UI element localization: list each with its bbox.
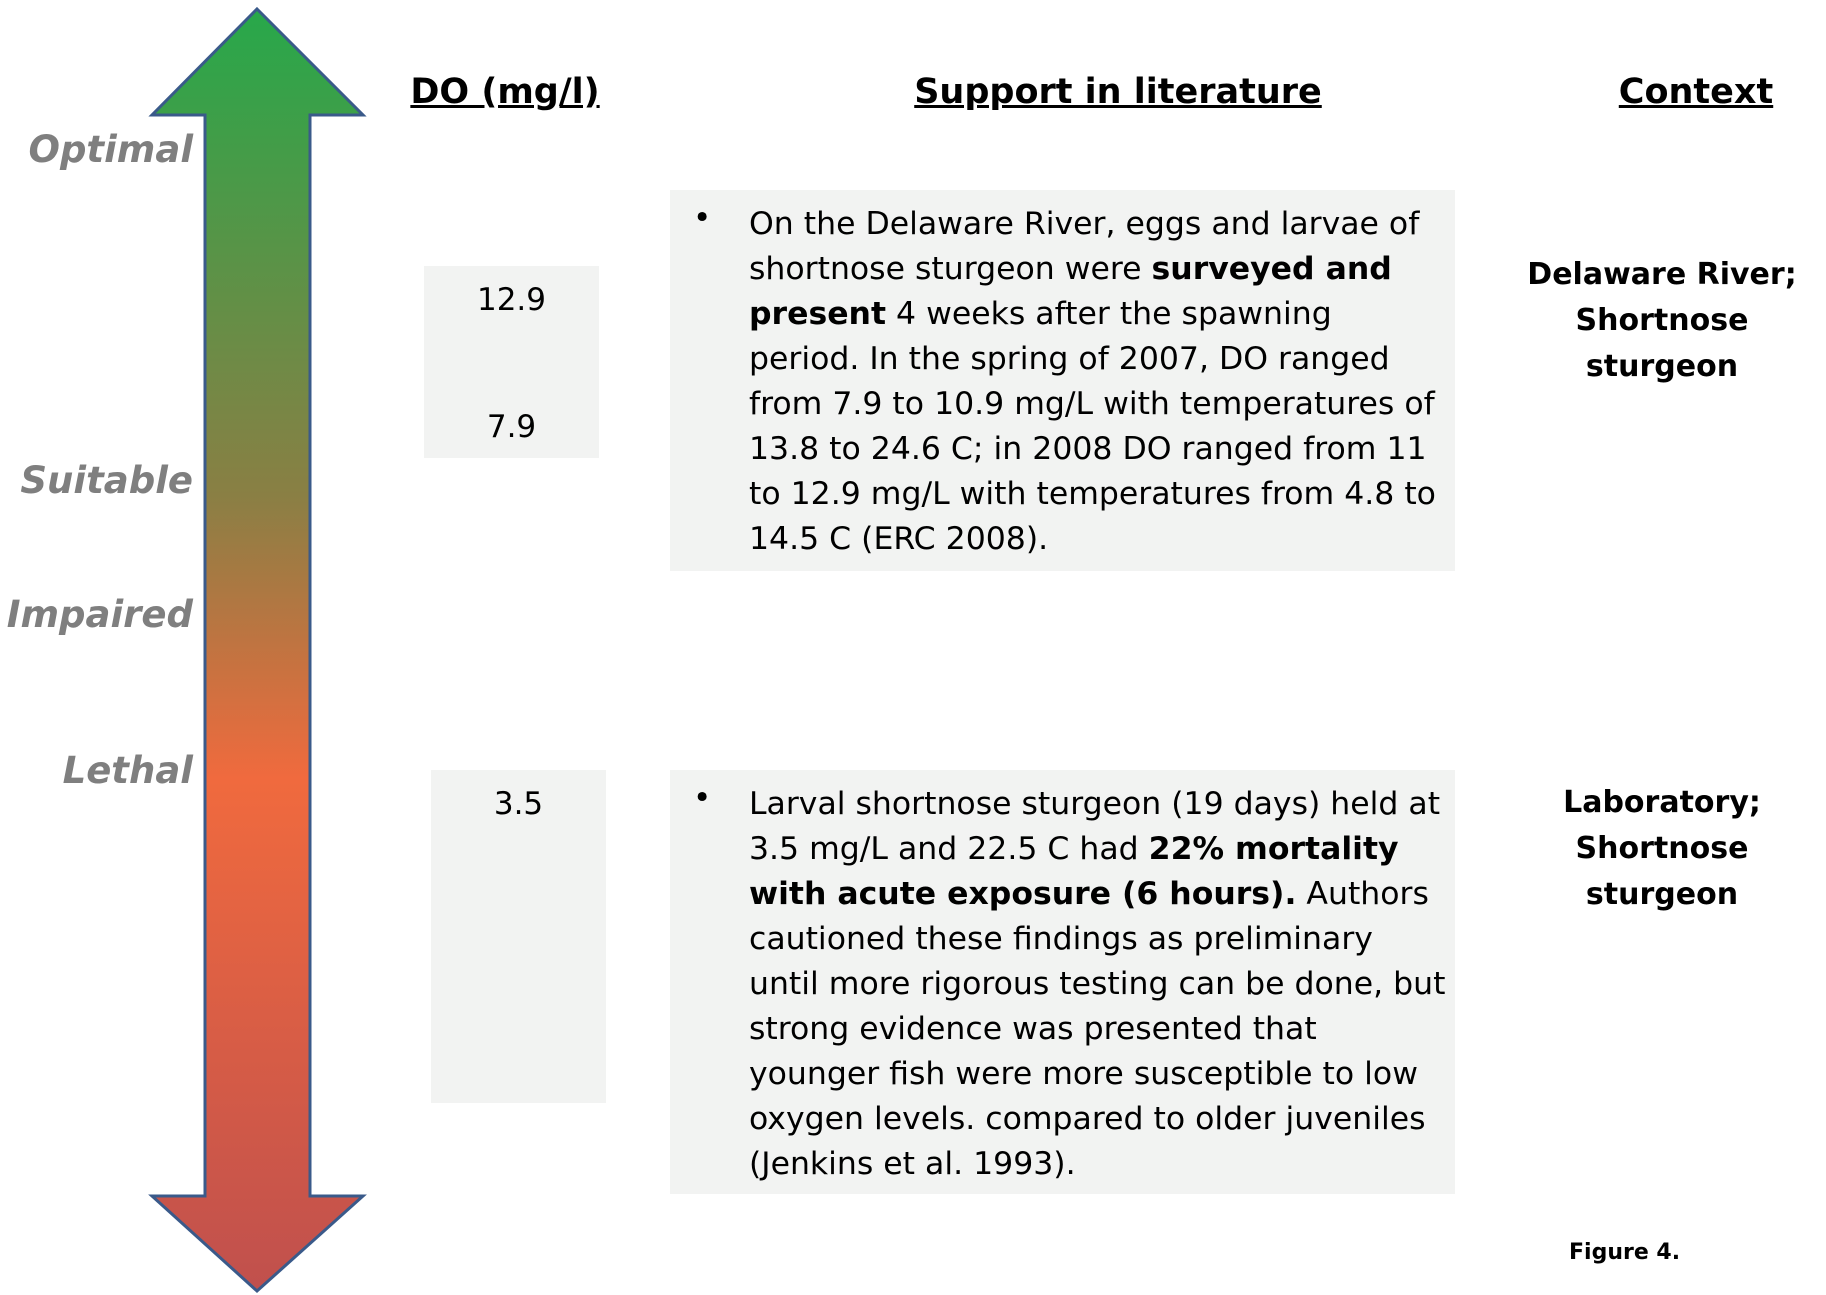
context: Laboratory; Shortnose sturgeon [1497, 780, 1826, 918]
scale-label: Suitable [20, 459, 193, 502]
context-line: Shortnose sturgeon [1575, 831, 1749, 912]
scale-label: Impaired [6, 593, 193, 636]
do-box: 12.9 7.9 [424, 266, 599, 458]
do-box: 3.5 [431, 770, 606, 1103]
column-header: Support in literature [914, 72, 1322, 112]
bullet: • [693, 200, 712, 236]
scale-label: Optimal [28, 128, 193, 171]
support-text: Larval shortnose sturgeon (19 days) held… [749, 782, 1449, 1187]
bullet: • [693, 780, 712, 816]
column-header: Context [1618, 72, 1774, 112]
support-segment: Authors cautioned these findings as prel… [749, 876, 1446, 1182]
do-value: 12.9 [476, 282, 547, 318]
context-line: Delaware River; [1527, 257, 1797, 292]
context-line: Shortnose sturgeon [1575, 303, 1749, 384]
support-segment: Larval shortnose sturgeon (19 days) held… [749, 786, 1441, 867]
support-box: • On the Delaware River, eggs and larvae … [670, 190, 1455, 571]
double-arrow [148, 6, 367, 1294]
support-segment: 4 weeks after the spawning period. In th… [749, 296, 1436, 557]
column-header: DO (mg/l) [410, 72, 600, 112]
support-box: • Larval shortnose sturgeon (19 days) hel… [670, 770, 1455, 1194]
support-segment: surveyed and present [749, 251, 1392, 332]
do-value: 3.5 [493, 786, 544, 822]
do-value: 7.9 [486, 409, 537, 445]
figure-label: Figure 4. [1569, 1240, 1681, 1265]
context: Delaware River; Shortnose sturgeon [1497, 252, 1826, 390]
support-segment: On the Delaware River, eggs and larvae o… [749, 206, 1420, 287]
scale-label: Lethal [62, 749, 193, 792]
support-segment: 22% mortality with acute exposure (6 hou… [749, 831, 1399, 912]
context-line: Laboratory; [1563, 785, 1761, 820]
support-text: On the Delaware River, eggs and larvae o… [749, 202, 1449, 562]
scale-arrow [148, 6, 367, 1294]
